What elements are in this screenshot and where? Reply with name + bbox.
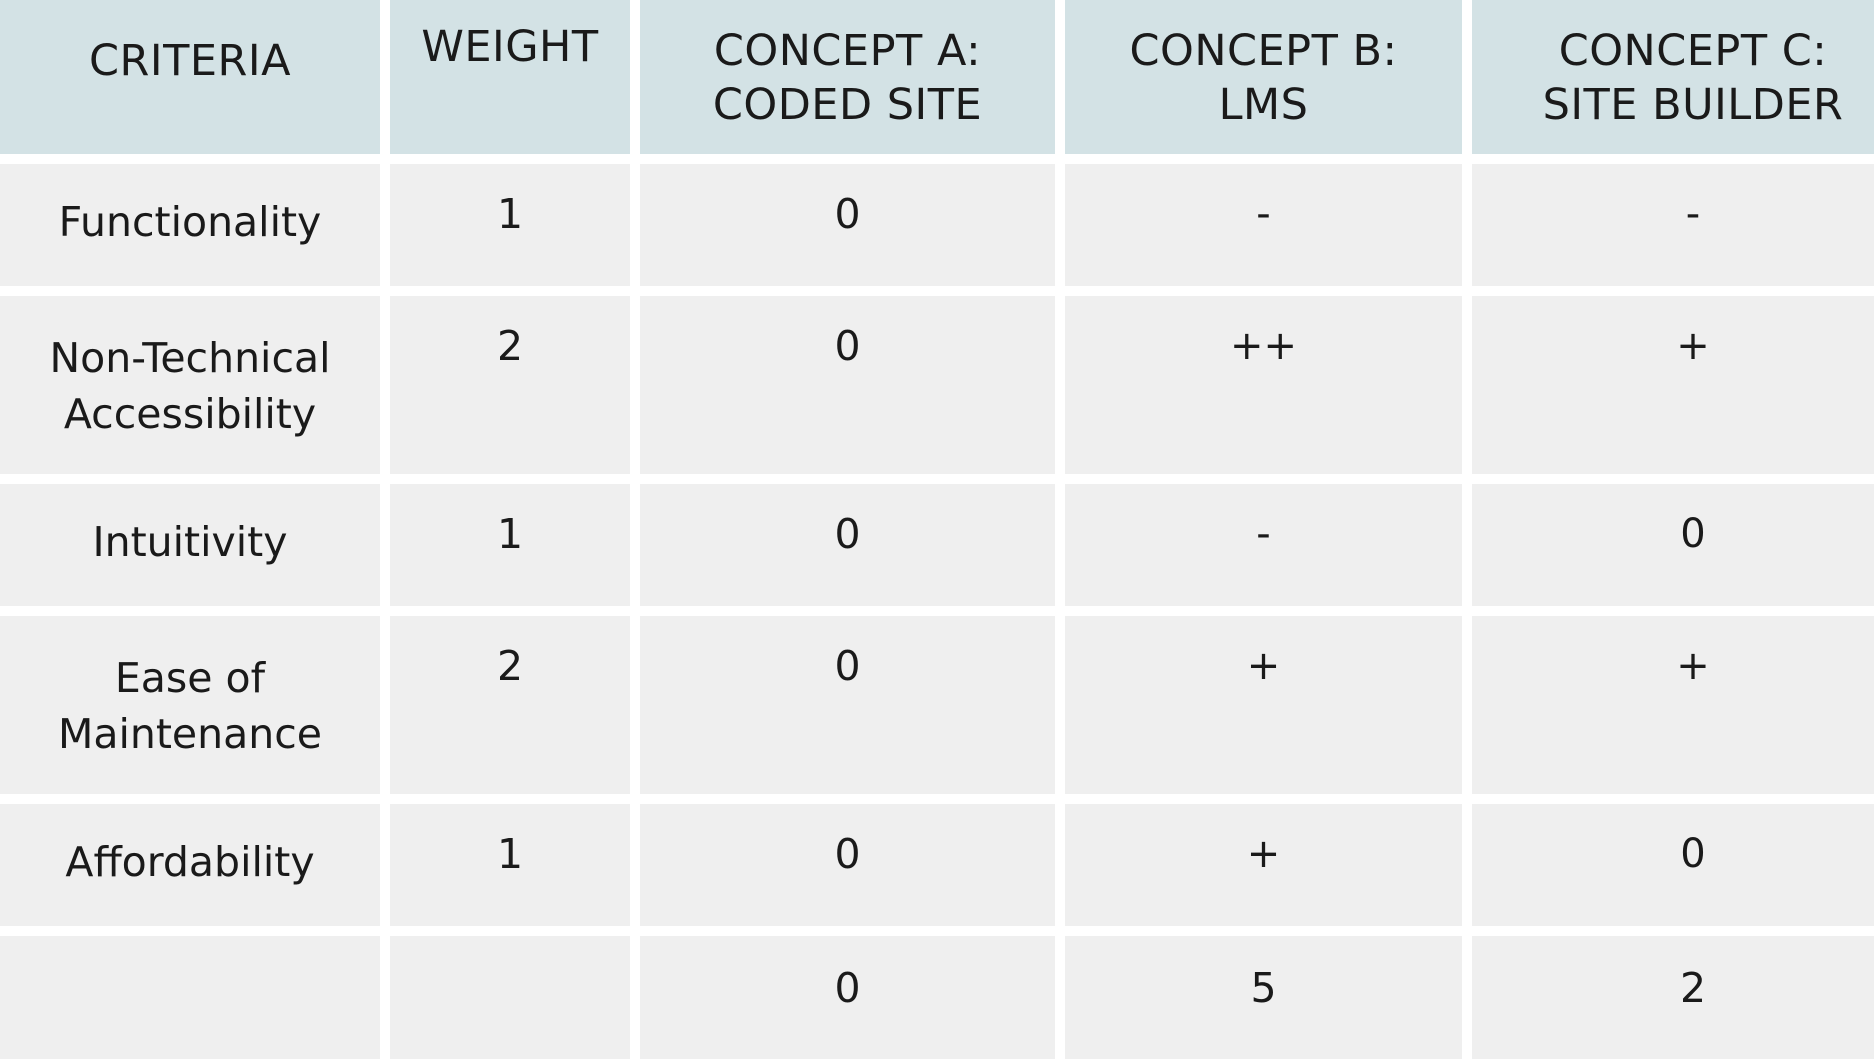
header-weight: WEIGHT bbox=[390, 0, 630, 154]
total-concept-b: 5 bbox=[1065, 936, 1462, 1059]
concept-c-score: - bbox=[1685, 191, 1701, 237]
concept-b-score: + bbox=[1246, 643, 1281, 689]
header-concept-b: CONCEPT B: LMS bbox=[1065, 0, 1462, 154]
header-concept-c-line1: CONCEPT C: bbox=[1558, 26, 1828, 76]
row-concept-a-score: 0 bbox=[640, 164, 1055, 286]
concept-b-score: + bbox=[1246, 831, 1281, 877]
row-concept-c-score: 0 bbox=[1472, 804, 1874, 926]
weight-value: 2 bbox=[496, 642, 524, 690]
total-concept-a: 0 bbox=[640, 936, 1055, 1059]
header-criteria-label: CRITERIA bbox=[89, 36, 291, 86]
row-criteria-functionality: Functionality bbox=[0, 164, 380, 286]
header-concept-c-line2: SITE BUILDER bbox=[1542, 80, 1844, 130]
header-weight-label: WEIGHT bbox=[421, 22, 599, 72]
header-concept-a: CONCEPT A: CODED SITE bbox=[640, 0, 1055, 154]
row-concept-a-score: 0 bbox=[640, 484, 1055, 606]
row-criteria-non-technical-accessibility: Non-Technical Accessibility bbox=[0, 296, 380, 474]
criteria-label-line1: Non-Technical bbox=[49, 334, 331, 382]
header-concept-a-line2: CODED SITE bbox=[712, 80, 983, 130]
criteria-label-line2: Maintenance bbox=[57, 710, 323, 758]
row-concept-b-score: - bbox=[1065, 484, 1462, 606]
criteria-label: Affordability bbox=[65, 838, 315, 886]
total-concept-b-value: 5 bbox=[1250, 964, 1277, 1012]
header-concept-c: CONCEPT C: SITE BUILDER bbox=[1472, 0, 1874, 154]
row-concept-c-score: + bbox=[1472, 616, 1874, 794]
row-criteria-ease-of-maintenance: Ease of Maintenance bbox=[0, 616, 380, 794]
concept-b-score: - bbox=[1256, 511, 1271, 557]
row-concept-b-score: + bbox=[1065, 616, 1462, 794]
criteria-label-line2: Accessibility bbox=[63, 390, 317, 438]
row-concept-b-score: + bbox=[1065, 804, 1462, 926]
row-criteria-affordability: Affordability bbox=[0, 804, 380, 926]
weight-value: 1 bbox=[496, 190, 524, 238]
concept-c-score: + bbox=[1676, 643, 1710, 689]
row-weight: 1 bbox=[390, 804, 630, 926]
total-concept-c-value: 2 bbox=[1679, 964, 1707, 1012]
row-concept-a-score: 0 bbox=[640, 616, 1055, 794]
concept-c-score: 0 bbox=[1680, 511, 1706, 557]
concept-a-score: 0 bbox=[834, 190, 861, 238]
concept-a-score: 0 bbox=[834, 322, 861, 370]
total-concept-a-value: 0 bbox=[834, 964, 861, 1012]
header-criteria: CRITERIA bbox=[0, 0, 380, 154]
row-concept-c-score: 0 bbox=[1472, 484, 1874, 606]
weight-value: 2 bbox=[496, 322, 524, 370]
row-concept-b-score: - bbox=[1065, 164, 1462, 286]
weight-value: 1 bbox=[496, 510, 524, 558]
header-concept-a-line1: CONCEPT A: bbox=[713, 26, 982, 76]
concept-c-score: + bbox=[1676, 323, 1710, 369]
criteria-label: Functionality bbox=[58, 198, 322, 246]
header-concept-b-line1: CONCEPT B: bbox=[1129, 26, 1398, 76]
concept-b-score: ++ bbox=[1229, 323, 1298, 369]
weight-value: 1 bbox=[496, 830, 524, 878]
concept-a-score: 0 bbox=[834, 642, 861, 690]
concept-a-score: 0 bbox=[834, 830, 861, 878]
row-concept-a-score: 0 bbox=[640, 804, 1055, 926]
row-concept-c-score: + bbox=[1472, 296, 1874, 474]
row-criteria-intuitivity: Intuitivity bbox=[0, 484, 380, 606]
row-concept-a-score: 0 bbox=[640, 296, 1055, 474]
concept-b-score: - bbox=[1256, 191, 1271, 237]
totals-criteria bbox=[0, 936, 380, 1059]
criteria-label-line1: Ease of bbox=[114, 654, 266, 702]
row-weight: 1 bbox=[390, 484, 630, 606]
concept-c-score: 0 bbox=[1680, 831, 1706, 877]
totals-weight bbox=[390, 936, 630, 1059]
total-concept-c: 2 bbox=[1472, 936, 1874, 1059]
row-weight: 1 bbox=[390, 164, 630, 286]
criteria-label: Intuitivity bbox=[92, 518, 288, 566]
concept-a-score: 0 bbox=[834, 510, 861, 558]
row-concept-c-score: - bbox=[1472, 164, 1874, 286]
row-concept-b-score: ++ bbox=[1065, 296, 1462, 474]
header-concept-b-line2: LMS bbox=[1218, 80, 1309, 130]
row-weight: 2 bbox=[390, 296, 630, 474]
row-weight: 2 bbox=[390, 616, 630, 794]
